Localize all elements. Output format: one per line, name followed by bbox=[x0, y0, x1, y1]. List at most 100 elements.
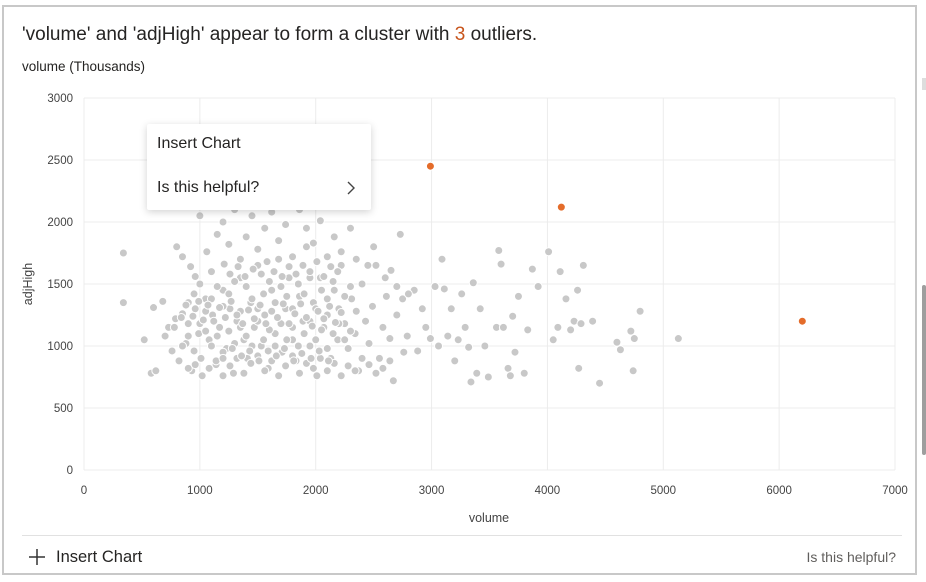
cluster-point[interactable] bbox=[434, 341, 444, 351]
menu-is-helpful[interactable]: Is this helpful? bbox=[157, 179, 363, 197]
cluster-point[interactable] bbox=[553, 322, 563, 332]
cluster-point[interactable] bbox=[189, 346, 199, 356]
cluster-point[interactable] bbox=[315, 353, 325, 363]
cluster-point[interactable] bbox=[196, 353, 206, 363]
cluster-point[interactable] bbox=[626, 326, 636, 336]
cluster-point[interactable] bbox=[239, 368, 249, 378]
cluster-point[interactable] bbox=[118, 248, 128, 258]
cluster-point[interactable] bbox=[483, 372, 493, 382]
cluster-point[interactable] bbox=[312, 371, 322, 381]
cluster-point[interactable] bbox=[494, 246, 504, 256]
cluster-point[interactable] bbox=[329, 232, 339, 242]
cluster-point[interactable] bbox=[319, 272, 329, 282]
cluster-point[interactable] bbox=[261, 319, 271, 329]
cluster-point[interactable] bbox=[299, 329, 309, 339]
cluster-point[interactable] bbox=[378, 322, 388, 332]
outlier-point[interactable] bbox=[797, 316, 807, 326]
scrollbar-thumb[interactable] bbox=[922, 285, 926, 455]
cluster-point[interactable] bbox=[270, 298, 280, 308]
cluster-point[interactable] bbox=[235, 254, 245, 264]
cluster-point[interactable] bbox=[224, 289, 234, 299]
cluster-point[interactable] bbox=[301, 312, 311, 322]
cluster-point[interactable] bbox=[439, 284, 449, 294]
cluster-point[interactable] bbox=[421, 322, 431, 332]
cluster-point[interactable] bbox=[505, 371, 515, 381]
cluster-point[interactable] bbox=[345, 223, 355, 233]
cluster-point[interactable] bbox=[305, 341, 315, 351]
cluster-point[interactable] bbox=[443, 331, 453, 341]
cluster-point[interactable] bbox=[398, 294, 408, 304]
cluster-point[interactable] bbox=[343, 361, 353, 371]
cluster-point[interactable] bbox=[290, 309, 300, 319]
cluster-point[interactable] bbox=[225, 361, 235, 371]
cluster-point[interactable] bbox=[188, 311, 198, 321]
cluster-point[interactable] bbox=[496, 259, 506, 269]
cluster-point[interactable] bbox=[244, 305, 254, 315]
cluster-point[interactable] bbox=[367, 301, 377, 311]
cluster-point[interactable] bbox=[230, 277, 240, 287]
cluster-point[interactable] bbox=[218, 371, 228, 381]
cluster-point[interactable] bbox=[269, 267, 279, 277]
cluster-point[interactable] bbox=[274, 236, 284, 246]
cluster-point[interactable] bbox=[357, 353, 367, 363]
cluster-point[interactable] bbox=[673, 334, 683, 344]
cluster-point[interactable] bbox=[281, 361, 291, 371]
cluster-point[interactable] bbox=[361, 316, 371, 326]
cluster-point[interactable] bbox=[386, 265, 396, 275]
cluster-point[interactable] bbox=[392, 310, 402, 320]
cluster-point[interactable] bbox=[588, 316, 598, 326]
cluster-point[interactable] bbox=[315, 216, 325, 226]
cluster-point[interactable] bbox=[371, 368, 381, 378]
cluster-point[interactable] bbox=[378, 363, 388, 373]
cluster-point[interactable] bbox=[351, 254, 361, 264]
cluster-point[interactable] bbox=[351, 306, 361, 316]
cluster-point[interactable] bbox=[177, 252, 187, 262]
cluster-point[interactable] bbox=[381, 291, 391, 301]
menu-insert-chart[interactable]: Insert Chart bbox=[157, 135, 241, 152]
outlier-point[interactable] bbox=[425, 161, 435, 171]
cluster-point[interactable] bbox=[282, 335, 292, 345]
cluster-point[interactable] bbox=[201, 326, 211, 336]
cluster-point[interactable] bbox=[212, 229, 222, 239]
cluster-point[interactable] bbox=[336, 371, 346, 381]
cluster-point[interactable] bbox=[307, 321, 317, 331]
cluster-point[interactable] bbox=[296, 299, 306, 309]
cluster-point[interactable] bbox=[333, 267, 343, 277]
cluster-point[interactable] bbox=[403, 289, 413, 299]
cluster-point[interactable] bbox=[340, 335, 350, 345]
cluster-point[interactable] bbox=[284, 262, 294, 272]
cluster-point[interactable] bbox=[186, 262, 196, 272]
cluster-point[interactable] bbox=[220, 312, 230, 322]
cluster-point[interactable] bbox=[322, 252, 332, 262]
cluster-point[interactable] bbox=[319, 314, 329, 324]
cluster-point[interactable] bbox=[574, 363, 584, 373]
cluster-point[interactable] bbox=[206, 341, 216, 351]
cluster-point[interactable] bbox=[576, 319, 586, 329]
cluster-point[interactable] bbox=[245, 346, 255, 356]
cluster-point[interactable] bbox=[446, 304, 456, 314]
cluster-point[interactable] bbox=[312, 257, 322, 267]
cluster-point[interactable] bbox=[380, 273, 390, 283]
is-helpful-link[interactable]: Is this helpful? bbox=[806, 549, 897, 565]
cluster-point[interactable] bbox=[246, 358, 256, 368]
cluster-point[interactable] bbox=[388, 376, 398, 386]
cluster-point[interactable] bbox=[183, 331, 193, 341]
cluster-point[interactable] bbox=[232, 310, 242, 320]
cluster-point[interactable] bbox=[277, 272, 287, 282]
cluster-point[interactable] bbox=[298, 260, 308, 270]
cluster-point[interactable] bbox=[322, 366, 332, 376]
cluster-point[interactable] bbox=[176, 312, 186, 322]
cluster-point[interactable] bbox=[345, 326, 355, 336]
cluster-point[interactable] bbox=[218, 353, 228, 363]
cluster-point[interactable] bbox=[218, 217, 228, 227]
cluster-point[interactable] bbox=[395, 229, 405, 239]
cluster-point[interactable] bbox=[139, 335, 149, 345]
cluster-point[interactable] bbox=[291, 269, 301, 279]
cluster-point[interactable] bbox=[519, 368, 529, 378]
cluster-point[interactable] bbox=[149, 303, 159, 313]
cluster-point[interactable] bbox=[450, 356, 460, 366]
cluster-point[interactable] bbox=[158, 296, 168, 306]
cluster-point[interactable] bbox=[468, 278, 478, 288]
cluster-point[interactable] bbox=[241, 232, 251, 242]
cluster-point[interactable] bbox=[288, 252, 298, 262]
